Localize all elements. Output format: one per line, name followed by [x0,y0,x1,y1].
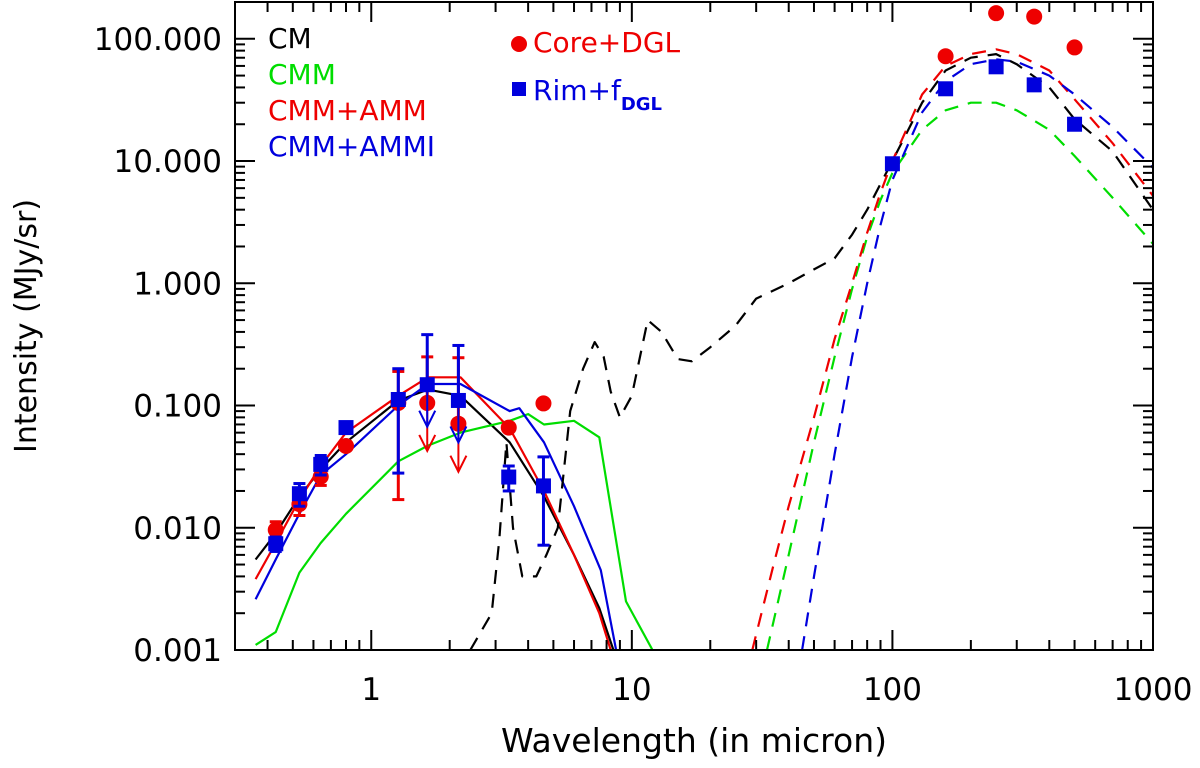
rim-fdgl-point [501,469,517,485]
y-tick-labels: 0.001 0.010 0.100 1.000 10.000 100.000 [94,22,222,669]
rim-fdgl-point [535,478,551,494]
series-line-3 [254,382,618,650]
x-tick-label: 10 [612,672,651,708]
y-tick-label: 0.001 [133,633,222,669]
legend-rim-label: Rim+f [533,74,622,107]
legend-marker-core-dgl [511,36,527,52]
y-axis-title: Intensity (MJy/sr) [9,199,44,453]
core-dgl-point [312,468,329,485]
core-dgl-point [267,521,284,538]
rim-fdgl-point [1067,116,1083,132]
series-line-5 [765,101,1153,650]
legend-entry-core-dgl: Core+DGL [533,26,681,59]
x-axis-title: Wavelength (in micron) [501,721,887,760]
legend-entry-cmm: CMM [268,58,336,91]
rim-fdgl-point [884,156,900,172]
rim-fdgl-point [338,420,354,436]
rim-fdgl-point [450,392,466,408]
y-tick-label: 1.000 [133,266,222,302]
plot-area [254,5,1153,650]
y-tick-label: 100.000 [94,22,222,58]
series-line-4 [469,52,1153,650]
rim-fdgl-point [1026,77,1042,93]
upper-limit-arrowhead [418,434,437,454]
x-tick-label: 1000 [1114,672,1193,708]
core-dgl-point [500,419,517,436]
series-line-7 [801,58,1153,650]
core-dgl-point [1026,8,1043,25]
rim-fdgl-point [313,456,329,472]
rim-fdgl-point [268,536,284,552]
upper-limit-arrowhead [449,426,468,445]
core-dgl-point [535,395,552,412]
series-line-0 [254,388,615,650]
legend-entry-cm: CM [268,22,312,55]
series-line-6 [751,48,1153,650]
rim-fdgl-point [419,377,435,393]
plot-frame [234,1,1154,651]
legend-marker-rim-fdgl [512,82,526,96]
upper-limit-arrowhead [449,455,468,474]
legend-rim-subscript: DGL [621,94,662,115]
core-dgl-point [1066,39,1083,56]
rim-fdgl-point [938,81,954,97]
core-dgl-point [937,48,954,65]
marker-legend: Core+DGL Rim+fDGL [511,26,681,115]
core-dgl-point [337,437,354,454]
rim-fdgl-point [988,59,1004,75]
y-tick-label: 10.000 [114,144,222,180]
upper-limit-arrowhead [418,410,437,429]
plot-content [254,5,1153,650]
series-line-2 [254,376,612,650]
y-tick-label: 0.010 [133,511,222,547]
series-line-1 [255,413,654,650]
x-tick-label: 100 [863,672,922,708]
x-tick-labels: 1 10 100 1000 [361,672,1192,708]
core-dgl-point [988,5,1005,22]
legend-entry-cmm-amm: CMM+AMM [268,94,427,127]
line-legend: CM CMM CMM+AMM CMM+AMMI [268,22,435,163]
rim-fdgl-point [291,486,307,502]
legend-entry-cmm-ammi: CMM+AMMI [268,130,435,163]
x-tick-label: 1 [361,672,381,708]
y-tick-label: 0.100 [133,389,222,425]
legend-entry-rim-fdgl: Rim+fDGL [533,74,662,115]
rim-fdgl-point [390,392,406,408]
